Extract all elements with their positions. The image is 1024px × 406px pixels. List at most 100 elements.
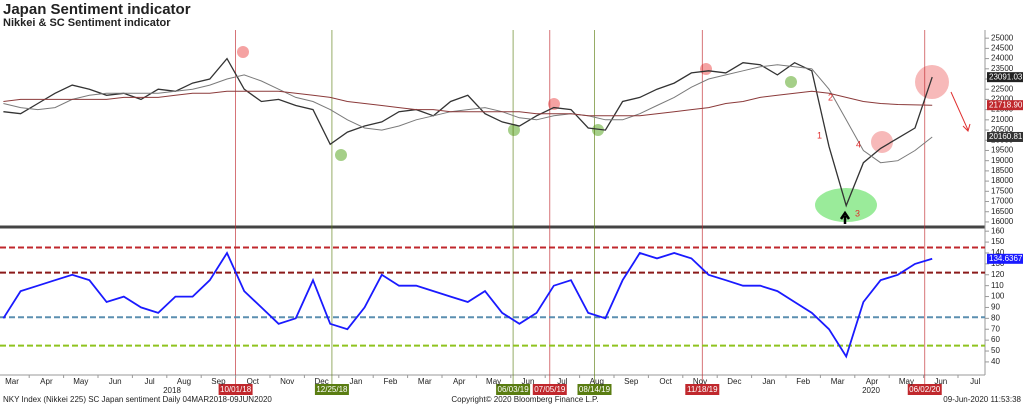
- marker: [508, 124, 520, 136]
- annotation: 1: [817, 130, 822, 140]
- x-tick-label: Jan: [762, 377, 775, 386]
- y-tick-label: 25000: [991, 33, 1014, 42]
- event-label-box: [496, 384, 531, 395]
- x-tick-label: Nov: [280, 377, 294, 386]
- annotation: 4: [856, 139, 861, 149]
- event-label: 08/14/19: [579, 385, 611, 394]
- year-label: 2018: [163, 386, 181, 395]
- x-tick-label: Feb: [384, 377, 398, 386]
- y-tick-label: 100: [991, 292, 1005, 301]
- marker: [785, 76, 797, 88]
- x-tick-label: Jun: [522, 377, 535, 386]
- value-label: 134.6367: [989, 254, 1023, 263]
- event-label-box: [218, 384, 253, 395]
- y-tick-label: 120: [991, 270, 1005, 279]
- footer-left: NKY Index (Nikkei 225) SC Japan sentimen…: [3, 395, 272, 404]
- year-label: 2020: [862, 386, 880, 395]
- x-tick-label: Jun: [934, 377, 947, 386]
- event-label-box: [314, 384, 349, 395]
- x-tick-label: Jul: [144, 377, 154, 386]
- value-label-box: [987, 100, 1023, 111]
- x-tick-label: Jul: [970, 377, 980, 386]
- footer-right: 09-Jun-2020 11:53:38: [943, 395, 1021, 404]
- marker: [548, 98, 560, 110]
- x-tick-label: Jun: [109, 377, 122, 386]
- y-tick-label: 22000: [991, 95, 1014, 104]
- event-label: 12/25/18: [316, 385, 348, 394]
- y-tick-label: 140: [991, 248, 1005, 257]
- y-tick-label: 22500: [991, 84, 1014, 93]
- x-tick-label: Apr: [40, 377, 53, 386]
- chart-subtitle: Nikkei & SC Sentiment indicator: [3, 17, 171, 29]
- event-label: 11/18/19: [687, 385, 718, 394]
- x-tick-label: Oct: [247, 377, 260, 386]
- x-tick-label: May: [899, 377, 914, 386]
- event-label: 06/02/20: [909, 385, 941, 394]
- value-label: 20160.81: [989, 132, 1023, 141]
- x-tick-label: Sep: [624, 377, 639, 386]
- y-tick-label: 23500: [991, 64, 1014, 73]
- value-label-box: [987, 253, 1023, 264]
- event-label-box: [685, 384, 720, 395]
- marker: [335, 149, 347, 161]
- value-label: 21718.90: [989, 100, 1023, 109]
- y-tick-label: 16500: [991, 207, 1014, 216]
- footer-center: Copyright© 2020 Bloomberg Finance L.P.: [451, 395, 598, 404]
- x-tick-label: Oct: [659, 377, 672, 386]
- y-tick-label: 50: [991, 346, 1000, 355]
- y-tick-label: 19500: [991, 146, 1014, 155]
- series-line: [3, 90, 933, 117]
- x-tick-label: Mar: [418, 377, 432, 386]
- x-tick-label: Nov: [693, 377, 707, 386]
- y-tick-label: 18000: [991, 176, 1014, 185]
- x-tick-label: Mar: [831, 377, 845, 386]
- event-label: 10/01/18: [220, 385, 252, 394]
- y-tick-label: 21000: [991, 115, 1014, 124]
- annotation: 3: [855, 208, 860, 218]
- x-tick-label: Aug: [177, 377, 191, 386]
- chart-title: Japan Sentiment indicator: [3, 1, 191, 18]
- y-tick-label: 17000: [991, 197, 1014, 206]
- x-tick-label: May: [73, 377, 88, 386]
- x-tick-label: Dec: [727, 377, 741, 386]
- value-label-box: [987, 72, 1023, 83]
- y-tick-label: 70: [991, 324, 1000, 333]
- event-label-box: [577, 384, 612, 395]
- marker: [592, 124, 604, 136]
- x-tick-label: Aug: [590, 377, 604, 386]
- x-tick-label: Sep: [211, 377, 226, 386]
- marker: [237, 46, 249, 58]
- y-tick-label: 24500: [991, 43, 1014, 52]
- series-line: [3, 57, 933, 208]
- y-tick-label: 90: [991, 303, 1000, 312]
- y-tick-label: 110: [991, 281, 1004, 290]
- series-line: [3, 64, 933, 164]
- arrow: [839, 210, 851, 224]
- marker: [915, 65, 949, 99]
- x-tick-label: Apr: [453, 377, 466, 386]
- event-label-box: [532, 384, 567, 395]
- marker: [871, 131, 893, 153]
- x-tick-label: Jan: [350, 377, 363, 386]
- y-tick-label: 20500: [991, 125, 1014, 134]
- value-label: 23091.03: [989, 72, 1023, 81]
- x-tick-label: Jul: [557, 377, 567, 386]
- event-label-box: [907, 384, 942, 395]
- event-label: 07/05/19: [534, 385, 566, 394]
- annotation: 2: [828, 92, 833, 102]
- y-tick-label: 40: [991, 357, 1000, 366]
- x-tick-label: Mar: [5, 377, 19, 386]
- y-tick-label: 17500: [991, 186, 1014, 195]
- x-tick-label: May: [486, 377, 501, 386]
- value-label-box: [987, 131, 1023, 142]
- x-tick-label: Dec: [314, 377, 328, 386]
- arrow: [950, 91, 971, 132]
- y-tick-label: 19000: [991, 156, 1014, 165]
- marker: [700, 63, 712, 75]
- y-tick-label: 150: [991, 237, 1005, 246]
- series-line: [2, 251, 933, 359]
- event-label: 06/03/19: [498, 385, 530, 394]
- y-tick-label: 24000: [991, 54, 1014, 63]
- y-tick-label: 160: [991, 226, 1005, 235]
